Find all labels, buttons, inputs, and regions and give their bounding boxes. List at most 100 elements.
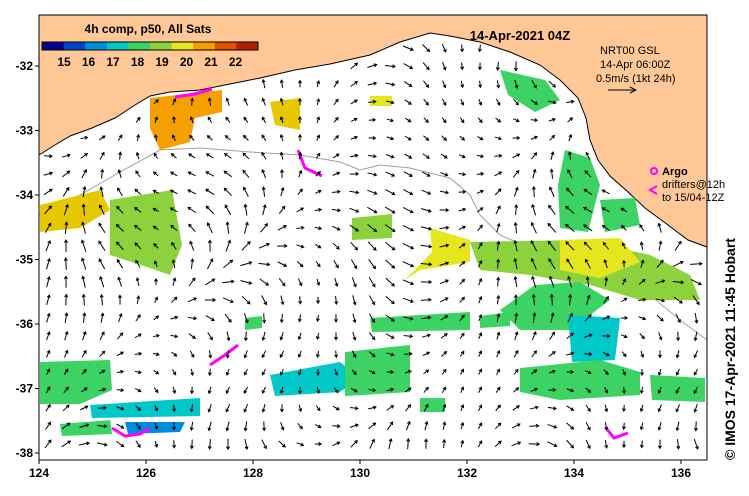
- current-arrow: [350, 406, 359, 411]
- lat-tick-label: -33: [16, 124, 34, 138]
- current-arrow: [513, 61, 518, 72]
- current-arrow: [458, 225, 467, 231]
- current-arrow: [223, 170, 233, 178]
- colorbar-swatch: [85, 42, 108, 50]
- current-arrow: [621, 297, 628, 303]
- lat-tick-label: -37: [16, 382, 34, 396]
- sst-patch: [352, 214, 392, 240]
- current-arrow: [548, 204, 556, 215]
- current-arrow: [225, 97, 230, 106]
- current-arrow: [97, 442, 108, 447]
- current-arrow: [478, 277, 483, 286]
- current-arrow: [658, 240, 663, 251]
- current-arrow: [513, 275, 518, 288]
- current-arrow: [136, 295, 141, 304]
- current-arrow: [585, 387, 592, 393]
- current-arrow: [298, 296, 303, 305]
- current-arrow: [421, 189, 432, 195]
- current-arrow: [495, 61, 500, 71]
- current-arrow: [350, 135, 359, 140]
- current-arrow: [639, 224, 645, 232]
- current-arrow: [690, 278, 702, 286]
- current-arrow: [133, 224, 142, 231]
- current-arrow: [350, 387, 358, 393]
- current-arrow: [639, 333, 645, 340]
- current-arrow: [420, 226, 433, 231]
- current-arrow: [368, 277, 376, 288]
- latitude-axis: -32 -33 -34 -35 -36 -37 -38: [16, 59, 39, 460]
- current-arrow: [116, 440, 125, 448]
- current-arrow: [277, 261, 288, 267]
- current-arrow: [334, 368, 339, 376]
- current-arrow: [117, 276, 123, 287]
- lon-tick-label: 134: [564, 466, 584, 480]
- current-arrow: [45, 403, 51, 412]
- current-arrow: [442, 403, 447, 412]
- longitude-axis: 124 126 128 130 132 134 136: [29, 460, 691, 480]
- current-arrow: [206, 258, 214, 270]
- current-arrow: [439, 190, 450, 195]
- current-arrow: [82, 330, 87, 341]
- nrt-label: NRT00 GSL: [600, 45, 660, 57]
- current-arrow: [367, 241, 377, 251]
- current-arrow: [280, 422, 285, 431]
- current-arrow: [583, 241, 592, 251]
- current-arrow: [243, 404, 249, 413]
- current-arrow: [368, 351, 376, 358]
- current-arrow: [585, 421, 591, 431]
- current-arrow: [640, 350, 645, 359]
- current-arrow: [458, 243, 466, 249]
- current-arrow: [225, 116, 231, 123]
- current-arrow: [116, 258, 124, 269]
- current-arrow: [189, 134, 195, 141]
- current-arrow: [439, 279, 450, 285]
- current-arrow: [350, 259, 358, 270]
- current-arrow: [494, 422, 502, 430]
- current-arrow: [693, 403, 698, 413]
- current-arrow: [80, 257, 87, 270]
- current-arrow: [315, 405, 321, 412]
- current-arrow: [297, 115, 302, 124]
- current-arrow: [586, 294, 591, 305]
- current-arrow: [154, 405, 159, 412]
- current-arrow: [80, 135, 89, 140]
- current-arrow: [478, 368, 483, 375]
- current-arrow: [297, 188, 303, 196]
- argo-track: [604, 427, 629, 440]
- current-arrow: [242, 169, 250, 178]
- current-arrow: [316, 134, 321, 141]
- current-arrow: [639, 404, 644, 413]
- current-arrow: [459, 117, 465, 124]
- sst-patch: [110, 190, 182, 275]
- lat-tick-label: -34: [16, 188, 34, 202]
- colorbar-swatch: [128, 42, 151, 50]
- current-arrow: [153, 99, 159, 105]
- current-arrow: [332, 153, 340, 159]
- current-arrow: [496, 258, 501, 269]
- current-arrow: [511, 423, 521, 429]
- current-arrow: [170, 171, 178, 177]
- current-arrow: [368, 388, 377, 393]
- current-arrow: [332, 189, 341, 194]
- current-arrow: [261, 151, 267, 160]
- current-arrow: [205, 188, 215, 196]
- current-arrow: [620, 315, 629, 320]
- current-arrow: [258, 262, 271, 267]
- current-arrow: [459, 261, 466, 267]
- current-arrow: [187, 206, 197, 214]
- current-arrow: [188, 277, 196, 287]
- current-arrow: [530, 239, 538, 252]
- current-arrow: [170, 296, 178, 304]
- current-arrow: [422, 153, 430, 159]
- current-arrow: [223, 153, 232, 159]
- current-arrow: [385, 333, 395, 339]
- drifters-label: drifters@12h: [662, 179, 725, 191]
- current-arrow: [477, 224, 483, 232]
- current-arrow: [296, 442, 305, 447]
- current-arrow: [655, 298, 666, 303]
- current-arrow: [514, 331, 519, 341]
- current-arrow: [189, 116, 194, 124]
- current-arrow: [494, 440, 502, 448]
- current-arrow: [261, 168, 267, 179]
- current-arrow: [207, 116, 213, 123]
